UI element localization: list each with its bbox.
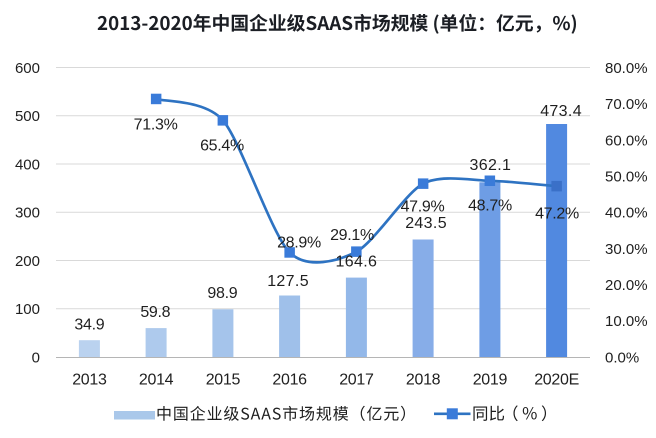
svg-text:2013: 2013 [72,371,107,388]
svg-text:2019: 2019 [473,371,508,388]
svg-text:164.6: 164.6 [336,254,378,271]
svg-text:127.5: 127.5 [267,273,309,290]
svg-text:70.0%: 70.0% [605,96,648,113]
svg-text:65.4%: 65.4% [200,138,244,155]
svg-text:28.9%: 28.9% [277,235,321,252]
svg-text:0: 0 [32,349,40,366]
svg-text:200: 200 [15,253,40,270]
svg-text:60.0%: 60.0% [605,132,648,149]
svg-text:98.9: 98.9 [207,285,237,302]
svg-text:30.0%: 30.0% [605,241,648,258]
svg-text:243.5: 243.5 [405,215,447,232]
svg-text:2017: 2017 [339,371,374,388]
svg-text:40.0%: 40.0% [605,205,648,222]
svg-text:59.8: 59.8 [140,304,170,321]
svg-text:71.3%: 71.3% [134,116,178,133]
svg-text:80.0%: 80.0% [605,60,648,77]
svg-text:500: 500 [15,108,40,125]
svg-text:2016: 2016 [272,371,307,388]
svg-text:47.9%: 47.9% [401,199,445,216]
svg-text:48.7%: 48.7% [468,198,512,215]
svg-text:362.1: 362.1 [470,157,512,174]
svg-text:0.0%: 0.0% [605,349,639,366]
svg-text:2018: 2018 [406,371,441,388]
svg-text:2014: 2014 [139,371,174,388]
svg-text:29.1%: 29.1% [330,227,374,244]
svg-text:20.0%: 20.0% [605,277,648,294]
svg-text:50.0%: 50.0% [605,169,648,186]
svg-text:10.0%: 10.0% [605,313,648,330]
svg-text:2020E: 2020E [534,371,579,388]
svg-text:2015: 2015 [206,371,241,388]
svg-text:600: 600 [15,60,40,77]
svg-text:300: 300 [15,205,40,222]
svg-text:473.4: 473.4 [540,103,582,120]
svg-text:34.9: 34.9 [74,317,104,334]
svg-text:400: 400 [15,156,40,173]
svg-text:100: 100 [15,301,40,318]
svg-text:47.2%: 47.2% [535,205,579,222]
